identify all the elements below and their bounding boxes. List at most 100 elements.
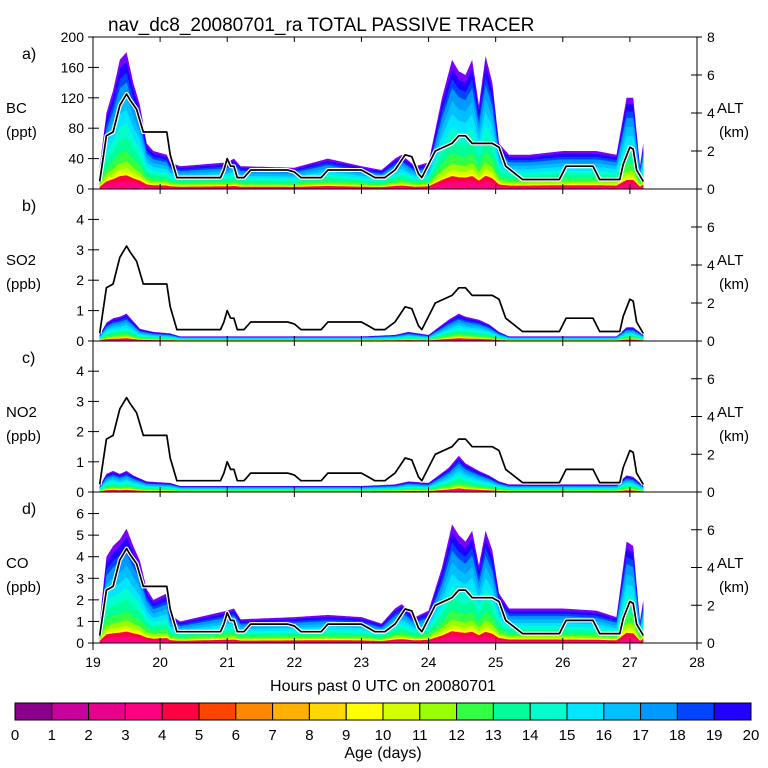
colorbar-tick-label: 7: [268, 727, 276, 744]
colorbar-swatch: [529, 702, 568, 721]
panels-group: 0408012016020002468a)BC(ppt)ALT(km)01234…: [6, 29, 749, 651]
panel-tag: c): [22, 350, 35, 367]
colorbar-swatch: [492, 702, 531, 721]
x-tick-label: 26: [555, 654, 571, 670]
y-tick-label: 4: [76, 363, 84, 379]
colorbar-tick-label: 15: [559, 727, 576, 744]
species-label: BC: [6, 100, 27, 117]
x-tick-label: 21: [219, 654, 235, 670]
colorbar-swatch: [161, 702, 200, 721]
alt-tick-label: 0: [707, 181, 715, 197]
panel-no2: 0 1 2 3 4 0 2 4 6 c) NO2 (ppb) ALT (km): [6, 340, 749, 500]
colorbar-tick-label: 2: [84, 727, 92, 744]
tracer-area-age-10: [99, 168, 644, 189]
alt-tick-label: 6: [707, 522, 715, 538]
colorbar-swatch: [382, 702, 421, 721]
species-label: SO2: [6, 252, 36, 269]
tracer-area-age-4: [99, 631, 644, 643]
colorbar-tick-label: 11: [412, 727, 428, 744]
tracer-area-age-11: [99, 619, 644, 643]
altitude-line: [98, 245, 645, 334]
colorbar-swatch: [272, 702, 310, 721]
colorbar-tick-label: 4: [158, 727, 166, 744]
altitude-line: [98, 396, 645, 485]
y-tick-label: 0: [76, 333, 84, 349]
tracer-area-age-13: [99, 137, 644, 189]
altitude-line: [98, 547, 645, 636]
colorbar-tick-label: 12: [448, 727, 465, 744]
alt-tick-label: 4: [707, 105, 715, 121]
y-tick-label: 4: [76, 211, 84, 227]
species-unit: (ppb): [6, 428, 41, 445]
panel-bc: 0 40 80 120 160 200 0 2 4 6 8 a) BC (ppt) ALT (km): [6, 29, 749, 197]
tracer-area-age-13: [99, 330, 644, 341]
species-unit: (ppt): [6, 124, 37, 141]
alt-unit: (km): [719, 428, 749, 445]
y-tick-label: 5: [76, 527, 84, 543]
alt-unit: (km): [719, 579, 749, 596]
tracer-area-age-3: [99, 180, 644, 189]
y-tick-label: 120: [61, 90, 85, 106]
colorbar-tick-label: 1: [48, 727, 56, 744]
tracer-area-age-14: [99, 123, 644, 189]
colorbar-swatch: [88, 702, 126, 721]
colorbar-tick-label: 16: [595, 727, 612, 744]
alt-label: ALT: [717, 404, 743, 421]
colorbar-tick-label: 18: [669, 727, 686, 744]
x-axis: 19 20 21 22 23 24 25 26 27 28: [85, 643, 705, 670]
x-tick-label: 28: [689, 654, 705, 670]
y-tick-label: 0: [76, 181, 84, 197]
y-tick-label: 200: [61, 29, 85, 45]
colorbar-tick-label: 10: [375, 727, 392, 744]
colorbar-tick-label: 3: [121, 727, 129, 744]
alt-tick-label: 2: [707, 143, 715, 159]
y-tick-label: 2: [76, 424, 84, 440]
panel-frame: [92, 340, 698, 493]
colorbar-swatch: [51, 702, 90, 721]
panel-tag: b): [22, 198, 36, 215]
colorbar-swatch: [603, 702, 642, 721]
y-tick-label: 2: [76, 272, 84, 288]
y-tick-label: 1: [76, 613, 84, 629]
altitude-line-halo: [97, 244, 646, 335]
colorbar: 0 1 2 3 4 5 6 7 8 9 10 11 12 13 14 15 16 17 18 19 20: [11, 702, 760, 744]
colorbar-swatch: [419, 702, 458, 721]
y-tick-label: 40: [68, 151, 84, 167]
colorbar-tick-label: 20: [743, 727, 760, 744]
tracer-area-age-11: [99, 161, 644, 189]
y-tick-label: 2: [76, 592, 84, 608]
x-tick-label: 20: [152, 654, 168, 670]
panel-frame: [92, 188, 698, 342]
tracer-area-age-12: [99, 150, 644, 189]
panel-tag: d): [22, 501, 36, 518]
y-tick-label: 1: [76, 303, 84, 319]
species-unit: (ppb): [6, 276, 41, 293]
colorbar-tick-label: 6: [232, 727, 240, 744]
tracer-area-age-17: [99, 82, 644, 189]
tracer-area-age-9: [99, 172, 644, 189]
colorbar-swatch: [198, 702, 237, 721]
alt-tick-label: 4: [707, 409, 715, 425]
x-axis-label: Hours past 0 UTC on 20080701: [270, 678, 496, 695]
y-tick-label: 3: [76, 393, 84, 409]
colorbar-swatch: [235, 702, 274, 721]
alt-tick-label: 0: [707, 484, 715, 500]
alt-tick-label: 6: [707, 371, 715, 387]
colorbar-swatch: [14, 702, 53, 721]
y-tick-label: 1: [76, 454, 84, 470]
x-tick-label: 23: [354, 654, 370, 670]
species-label: CO: [6, 555, 29, 572]
y-tick-label: 3: [76, 570, 84, 586]
y-tick-label: 3: [76, 242, 84, 258]
alt-tick-label: 4: [707, 257, 715, 273]
colorbar-tick-label: 14: [522, 727, 539, 744]
colorbar-swatch: [124, 702, 163, 721]
alt-tick-label: 2: [707, 446, 715, 462]
colorbar-label: Age (days): [344, 745, 421, 762]
colorbar-swatch: [676, 702, 715, 721]
alt-tick-label: 8: [707, 29, 715, 45]
x-tick-label: 22: [287, 654, 303, 670]
colorbar-swatch: [640, 702, 678, 721]
alt-label: ALT: [717, 100, 743, 117]
x-tick-label: 25: [488, 654, 504, 670]
